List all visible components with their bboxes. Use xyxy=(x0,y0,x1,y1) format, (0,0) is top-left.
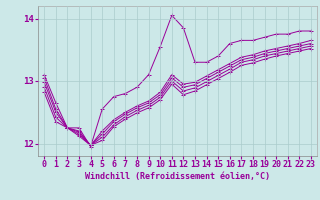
X-axis label: Windchill (Refroidissement éolien,°C): Windchill (Refroidissement éolien,°C) xyxy=(85,172,270,181)
